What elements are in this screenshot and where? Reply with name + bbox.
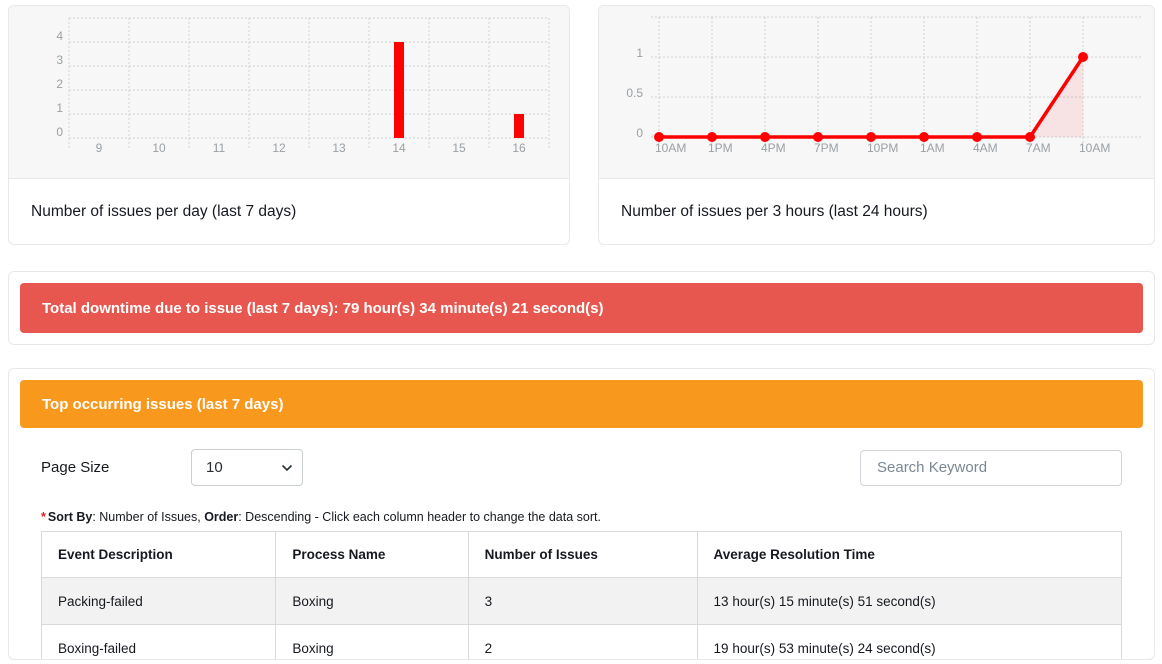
issues-per-3-hours-title: Number of issues per 3 hours (last 24 ho… [621, 202, 928, 220]
issues-per-day-card: 0 1 2 3 4 9 10 11 12 13 14 15 16 Number of issues pe… [8, 5, 570, 245]
sort-by-value: : Number of Issues, [92, 510, 205, 524]
svg-text:0.5: 0.5 [626, 86, 643, 100]
column-header-event-description[interactable]: Event Description [40, 531, 277, 578]
issues-per-3-hours-chart-area: 0 0.5 1 10AM 1PM 4PM 7PM 10PM 1AM 4AM 7AM 10AM [599, 6, 1154, 179]
table-cell: Boxing-failed [40, 624, 277, 659]
table-cell: 3 [467, 577, 698, 625]
svg-text:3: 3 [56, 53, 63, 67]
table-header-row: Event Description Process Name Number of I… [40, 531, 1123, 578]
svg-text:1PM: 1PM [708, 141, 733, 155]
order-label: Order [204, 510, 239, 524]
svg-text:16: 16 [512, 141, 526, 155]
svg-text:9: 9 [96, 141, 103, 155]
table-row: Packing-failed Boxing 3 13 hour(s) 15 minut… [40, 577, 1123, 625]
order-value: : Descending - Click each column header … [238, 510, 601, 524]
table-controls: Page Size 10 [41, 449, 1122, 486]
svg-text:1: 1 [56, 101, 63, 115]
top-issues-table: Event Description Process Name Number of I… [40, 531, 1123, 659]
svg-text:10AM: 10AM [655, 141, 686, 155]
sort-by-label: Sort By [47, 510, 93, 524]
column-header-number-of-issues[interactable]: Number of Issues [467, 531, 698, 578]
issues-per-3-hours-card: 0 0.5 1 10AM 1PM 4PM 7PM 10PM 1AM 4AM 7AM 10AM Numb… [598, 5, 1155, 245]
svg-text:11: 11 [213, 141, 226, 155]
svg-text:7PM: 7PM [814, 141, 839, 155]
top-issues-card: Top occurring issues (last 7 days) Page … [8, 368, 1155, 660]
column-header-average-resolution-time[interactable]: Average Resolution Time [696, 531, 1123, 578]
svg-text:4PM: 4PM [761, 141, 786, 155]
svg-text:4AM: 4AM [973, 141, 998, 155]
svg-text:15: 15 [452, 141, 466, 155]
sort-note: * Sort By: Number of Issues, Order: Desce… [41, 510, 1122, 524]
svg-text:0: 0 [636, 126, 643, 140]
top-issues-header: Top occurring issues (last 7 days) [20, 380, 1143, 428]
svg-text:10PM: 10PM [867, 141, 898, 155]
svg-text:13: 13 [332, 141, 346, 155]
svg-text:10: 10 [152, 141, 166, 155]
issues-per-day-chart-area: 0 1 2 3 4 9 10 11 12 13 14 15 16 [9, 6, 569, 179]
page-size-label: Page Size [41, 459, 110, 476]
table-cell: Boxing [275, 624, 469, 659]
table-cell: 19 hour(s) 53 minute(s) 24 second(s) [696, 624, 1123, 659]
table-cell: 2 [467, 624, 698, 659]
required-asterisk: * [41, 510, 46, 524]
svg-text:10AM: 10AM [1079, 141, 1110, 155]
table-cell: 13 hour(s) 15 minute(s) 51 second(s) [696, 577, 1123, 625]
svg-text:2: 2 [56, 77, 63, 91]
downtime-card: Total downtime due to issue (last 7 days… [8, 271, 1155, 345]
svg-text:7AM: 7AM [1026, 141, 1051, 155]
issues-per-3-hours-line-chart: 0 0.5 1 10AM 1PM 4PM 7PM 10PM 1AM 4AM 7AM 10AM [626, 16, 1141, 155]
table-row: Boxing-failed Boxing 2 19 hour(s) 53 minute… [40, 624, 1123, 659]
charts-row: 0 1 2 3 4 9 10 11 12 13 14 15 16 Number of issues pe… [8, 5, 1155, 245]
svg-text:1: 1 [636, 46, 643, 60]
svg-text:4: 4 [56, 29, 63, 43]
svg-text:14: 14 [392, 141, 406, 155]
table-cell: Boxing [275, 577, 469, 625]
search-input[interactable] [860, 449, 1122, 486]
svg-text:1AM: 1AM [920, 141, 945, 155]
table-cell: Packing-failed [40, 577, 277, 625]
page-size-select-wrap: 10 [191, 449, 303, 486]
svg-text:0: 0 [56, 125, 63, 139]
column-header-process-name[interactable]: Process Name [275, 531, 469, 578]
page-size-select[interactable]: 10 [191, 449, 303, 486]
downtime-banner: Total downtime due to issue (last 7 days… [20, 283, 1143, 333]
svg-text:12: 12 [272, 141, 286, 155]
issues-per-day-title: Number of issues per day (last 7 days) [31, 202, 297, 220]
